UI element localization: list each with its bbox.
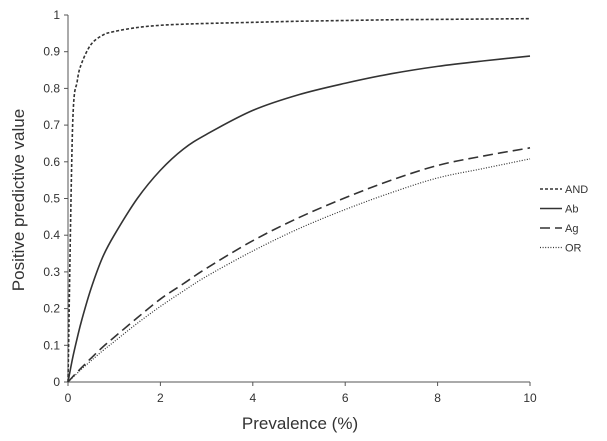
series-line-ag xyxy=(67,147,531,383)
legend-label-ag: Ag xyxy=(565,223,578,235)
legend: AND Ab Ag OR xyxy=(540,184,588,255)
legend-label-and: AND xyxy=(565,184,588,196)
y-tick-label: 0.7 xyxy=(43,118,60,132)
legend-label-or: OR xyxy=(565,243,582,255)
x-tick-label: 4 xyxy=(249,391,256,405)
y-axis-title: Positive predictive value xyxy=(9,109,28,291)
y-tick-label: 0.8 xyxy=(43,81,60,95)
legend-label-ab: Ab xyxy=(565,204,578,216)
x-tick-label: 10 xyxy=(523,391,537,405)
x-axis-title: Prevalence (%) xyxy=(242,414,358,433)
x-tick-label: 2 xyxy=(157,391,164,405)
y-tick-label: 0 xyxy=(53,375,60,389)
y-tick-label: 0.4 xyxy=(43,228,60,242)
series-line-ab xyxy=(67,55,531,383)
x-axis-ticks: 0 2 4 6 8 10 xyxy=(65,382,537,405)
series-lines xyxy=(67,17,531,383)
x-tick-label: 6 xyxy=(342,391,349,405)
x-tick-label: 0 xyxy=(65,391,72,405)
y-tick-label: 0.1 xyxy=(43,338,60,352)
x-tick-label: 8 xyxy=(434,391,441,405)
series-line-and xyxy=(67,17,531,383)
y-tick-label: 0.3 xyxy=(43,265,60,279)
series-line-or xyxy=(67,158,531,383)
y-tick-label: 0.2 xyxy=(43,302,60,316)
y-tick-label: 0.9 xyxy=(43,45,60,59)
y-tick-label: 0.5 xyxy=(43,192,60,206)
y-axis-ticks: 0 0.1 0.2 0.3 0.4 0.5 0.6 0.7 0.8 0.9 1 xyxy=(43,8,68,389)
y-tick-label: 1 xyxy=(53,8,60,22)
y-tick-label: 0.6 xyxy=(43,155,60,169)
